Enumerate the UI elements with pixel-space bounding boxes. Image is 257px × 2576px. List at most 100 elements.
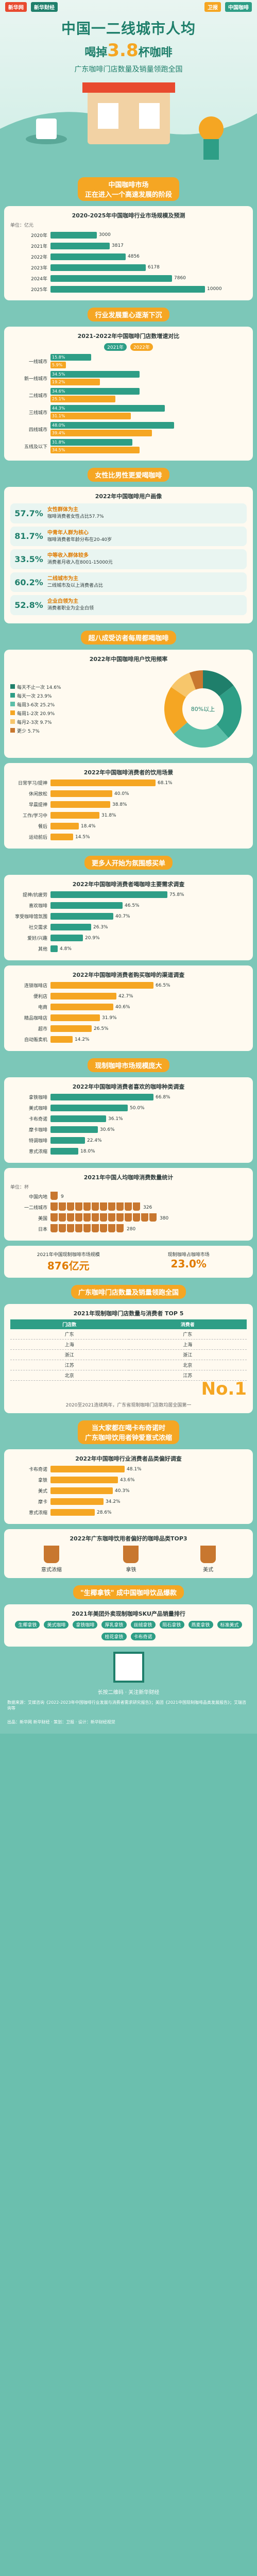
demand-label: 其他 [38, 947, 47, 953]
scenario-value: 18.4% [81, 823, 96, 829]
cup-icon [83, 1202, 91, 1211]
legend-swatch [10, 684, 15, 689]
category-value: 40.3% [115, 1488, 130, 1494]
fresh-coffee-size-section: 2021年中国现制咖啡市场规模 876亿元 现制咖啡占咖啡市场 23.0% [4, 1245, 253, 1278]
cup-icon [133, 1202, 140, 1211]
logo-finance: 新华财经 [31, 2, 58, 12]
top3-label: 意式浓缩 [41, 1567, 62, 1573]
sec11-title: 2021年现制咖啡门店数量与消费者 TOP 5 [73, 1310, 184, 1317]
category-bar [50, 1477, 118, 1484]
sec2-legend: 2021年 2022年 [10, 342, 247, 352]
sec2-banner: 行业发展重心逐渐下沉 [88, 308, 169, 321]
coffee-type-bar [50, 1094, 153, 1101]
cup-icon [92, 1213, 99, 1222]
cup-icon [67, 1213, 74, 1222]
sec11-banner: 广东咖啡门店数量及销量领跑全国 [71, 1284, 186, 1299]
scenario-value: 68.1% [158, 780, 173, 786]
demand-value: 4.8% [60, 946, 72, 952]
coffee-type-row: 特调咖啡 22.4% [10, 1136, 247, 1145]
sec2-title: 2021-2022年中国咖啡门店数增速对比 [77, 333, 180, 340]
legend-swatch [10, 710, 15, 715]
profile-card: 57.7% 女性群体为主 咖啡消费者女性占比57.7% [10, 503, 247, 523]
logo-xinhua: 新华网 [5, 2, 27, 12]
top5-cell: 上海 [128, 1339, 247, 1350]
cup-icon [59, 1224, 66, 1233]
profile-text: 二线城市为主 二线城市及以上消费者占比 [47, 575, 103, 589]
market-size-label: 2020年 [31, 233, 47, 239]
logo-coffee: 中国咖啡 [225, 2, 252, 12]
sec12-banner: 当大家都在喝卡布奇诺时 广东咖啡饮用者钟爱意式浓缩 [77, 1420, 179, 1444]
frequency-legend-item: 每天一次 23.9% [10, 692, 159, 699]
profile-head: 中等收入群体较多 [47, 553, 89, 559]
sec1-unit: 单位：亿元 [10, 223, 34, 228]
demand-row: 享受咖啡馆氛围 40.7% [10, 912, 247, 921]
growth-label: 二线城市 [28, 393, 47, 399]
category-bar [50, 1487, 113, 1495]
market-size-row: 2023年 6178 [10, 263, 247, 272]
legend-swatch [10, 719, 15, 724]
coffee-type-value: 18.0% [80, 1148, 95, 1154]
qr-code[interactable] [113, 1651, 144, 1683]
market-size-value: 6178 [148, 265, 160, 270]
cup-icon [75, 1213, 82, 1222]
profile-text: 企业白领为主 消费者职业为企业白领 [47, 598, 94, 612]
demand-value: 46.5% [125, 903, 140, 908]
market-size-value: 3000 [99, 232, 111, 238]
channel-row: 精品咖啡店 31.9% [10, 1013, 247, 1023]
frequency-legend-item: 每周1-2次 20.9% [10, 710, 159, 717]
growth-bar-2022: 19.2% [50, 379, 100, 385]
profile-card: 33.5% 中等收入群体较多 消费者月收入在8001-15000元 [10, 549, 247, 569]
top3-item: 拿铁 [123, 1545, 139, 1573]
top3-cup-icon [43, 1545, 59, 1563]
growth-row: 一线城市 15.8% 5.9% [10, 353, 247, 369]
cup-icon [83, 1213, 91, 1222]
profile-body: 消费者月收入在8001-15000元 [47, 560, 113, 566]
legend-swatch [10, 727, 15, 733]
per-capita-value: 326 [143, 1205, 152, 1210]
top5-cell: 浙江 [128, 1349, 247, 1360]
demand-label: 爱好/兴趣 [27, 936, 47, 942]
top5-cell: 江苏 [10, 1360, 129, 1370]
cup-icon [125, 1213, 132, 1222]
profile-percent: 33.5% [14, 554, 43, 564]
sec11-note: 2020至2021连续两年，广东省现制咖啡门店数均居全国第一 [65, 1402, 192, 1408]
growth-bar-2022: 31.1% [50, 413, 131, 419]
sku-item: 美式咖啡 [44, 1620, 69, 1629]
scenario-label: 日常学习/提神 [18, 781, 47, 787]
demand-bar [50, 891, 167, 899]
cup-icon [108, 1213, 115, 1222]
channel-label: 自动贩卖机 [24, 1038, 47, 1043]
category-value: 28.6% [97, 1510, 112, 1515]
sec8-banner: 现制咖啡市场规模庞大 [88, 1058, 169, 1072]
scenario-value: 38.8% [112, 802, 127, 807]
demand-value: 40.7% [115, 913, 130, 919]
logo-guardian: 卫报 [204, 2, 221, 12]
coffee-type-value: 22.4% [87, 1138, 102, 1143]
scenario-bar [50, 834, 73, 841]
cup-icon [100, 1202, 107, 1211]
growth-label: 四线城市 [28, 427, 47, 433]
legend-label: 每周3-6次 [17, 702, 39, 708]
demand-row: 其他 4.8% [10, 944, 247, 954]
demand-section: 2022年中国咖啡消费者喝咖啡主要需求调查 提神/抗疲劳 75.8% 喜欢咖啡 46.… [4, 874, 253, 960]
market-size-row: 2024年 7860 [10, 274, 247, 283]
channel-bar [50, 1004, 113, 1011]
market-size-bar [50, 242, 110, 249]
cup-icon [92, 1202, 99, 1211]
scenario-label: 早晨提神 [28, 803, 47, 808]
channel-bar [50, 1014, 100, 1022]
profile-card: 52.8% 企业白领为主 消费者职业为企业白领 [10, 595, 247, 615]
growth-bar-2021: 34.6% [50, 388, 140, 395]
coffee-cup-icon [36, 118, 57, 139]
legend-value: 14.6% [45, 685, 61, 690]
cup-icon [116, 1202, 124, 1211]
sec8-title: 2022年中国咖啡消费者喜欢的咖啡种类调查 [72, 1083, 185, 1090]
profile-percent: 81.7% [14, 531, 43, 541]
top5-row: 北京 江苏 [10, 1370, 247, 1381]
market-size-bar [50, 253, 126, 260]
top5-row: 江苏 北京 [10, 1360, 247, 1370]
channel-value: 40.6% [115, 1004, 130, 1010]
growth-row: 二线城市 34.6% 25.1% [10, 387, 247, 403]
demand-label: 喜欢咖啡 [28, 904, 47, 909]
cup-icon [149, 1213, 157, 1222]
